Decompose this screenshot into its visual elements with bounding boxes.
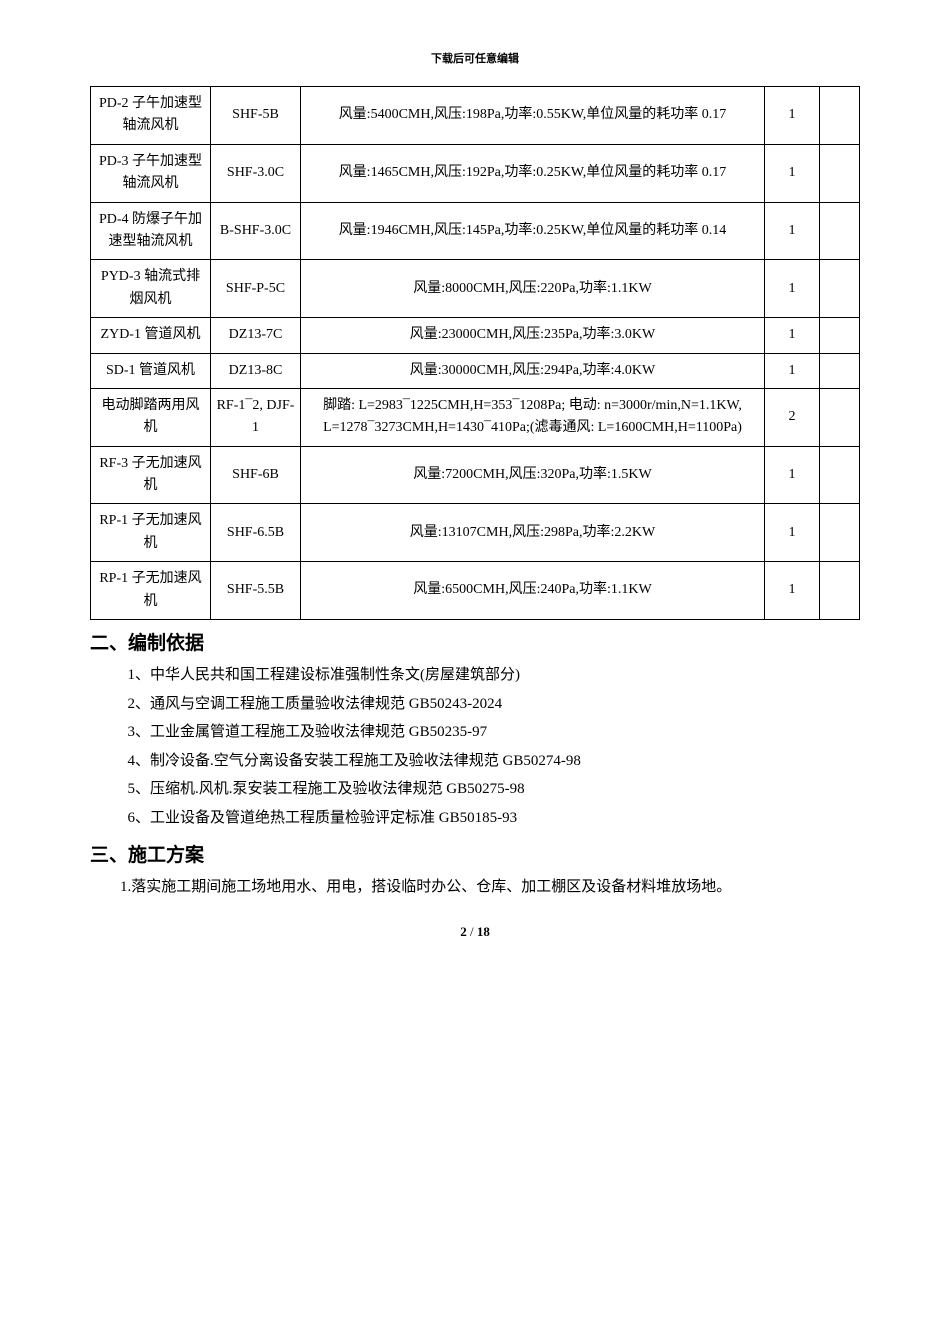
table-cell: SD-1 管道风机: [91, 353, 211, 388]
list-item: 3、工业金属管道工程施工及验收法律规范 GB50235-97: [128, 718, 861, 747]
table-cell: 1: [765, 446, 820, 504]
table-cell: [820, 144, 860, 202]
section-3-paragraph: 1.落实施工期间施工场地用水、用电，搭设临时办公、仓库、加工棚区及设备材料堆放场…: [90, 873, 860, 902]
table-cell: 风量:8000CMH,风压:220Pa,功率:1.1KW: [301, 260, 765, 318]
table-cell: [820, 388, 860, 446]
table-cell: 风量:1946CMH,风压:145Pa,功率:0.25KW,单位风量的耗功率 0…: [301, 202, 765, 260]
table-cell: 风量:1465CMH,风压:192Pa,功率:0.25KW,单位风量的耗功率 0…: [301, 144, 765, 202]
table-cell: RP-1 子无加速风机: [91, 504, 211, 562]
table-cell: ZYD-1 管道风机: [91, 318, 211, 353]
table-cell: 1: [765, 353, 820, 388]
table-row: ZYD-1 管道风机DZ13-7C风量:23000CMH,风压:235Pa,功率…: [91, 318, 860, 353]
list-item: 5、压缩机.风机.泵安装工程施工及验收法律规范 GB50275-98: [128, 775, 861, 804]
table-cell: 1: [765, 562, 820, 620]
table-cell: 2: [765, 388, 820, 446]
table-row: PD-2 子午加速型轴流风机SHF-5B风量:5400CMH,风压:198Pa,…: [91, 87, 860, 145]
table-cell: RF-1¯2, DJF-1: [211, 388, 301, 446]
page-total: 18: [477, 924, 490, 939]
table-cell: RP-1 子无加速风机: [91, 562, 211, 620]
equipment-table: PD-2 子午加速型轴流风机SHF-5B风量:5400CMH,风压:198Pa,…: [90, 86, 860, 620]
list-item: 2、通风与空调工程施工质量验收法律规范 GB50243-2024: [128, 690, 861, 719]
table-cell: PD-3 子午加速型轴流风机: [91, 144, 211, 202]
table-cell: RF-3 子无加速风机: [91, 446, 211, 504]
table-cell: [820, 353, 860, 388]
table-cell: 风量:30000CMH,风压:294Pa,功率:4.0KW: [301, 353, 765, 388]
table-cell: [820, 87, 860, 145]
table-row: PYD-3 轴流式排烟风机SHF-P-5C风量:8000CMH,风压:220Pa…: [91, 260, 860, 318]
list-item: 1、中华人民共和国工程建设标准强制性条文(房屋建筑部分): [128, 661, 861, 690]
table-row: RP-1 子无加速风机SHF-5.5B风量:6500CMH,风压:240Pa,功…: [91, 562, 860, 620]
table-row: SD-1 管道风机DZ13-8C风量:30000CMH,风压:294Pa,功率:…: [91, 353, 860, 388]
table-cell: SHF-6.5B: [211, 504, 301, 562]
table-cell: 脚踏: L=2983¯1225CMH,H=353¯1208Pa; 电动: n=3…: [301, 388, 765, 446]
list-item: 6、工业设备及管道绝热工程质量检验评定标准 GB50185-93: [128, 804, 861, 833]
table-cell: [820, 446, 860, 504]
table-cell: PD-4 防爆子午加速型轴流风机: [91, 202, 211, 260]
table-cell: [820, 260, 860, 318]
table-cell: [820, 318, 860, 353]
table-cell: DZ13-7C: [211, 318, 301, 353]
section-3-title: 三、施工方案: [90, 840, 860, 867]
table-cell: SHF-P-5C: [211, 260, 301, 318]
table-cell: [820, 202, 860, 260]
table-row: PD-3 子午加速型轴流风机SHF-3.0C风量:1465CMH,风压:192P…: [91, 144, 860, 202]
table-row: RF-3 子无加速风机SHF-6B风量:7200CMH,风压:320Pa,功率:…: [91, 446, 860, 504]
table-cell: SHF-6B: [211, 446, 301, 504]
section-2-list: 1、中华人民共和国工程建设标准强制性条文(房屋建筑部分)2、通风与空调工程施工质…: [90, 661, 860, 832]
table-row: RP-1 子无加速风机SHF-6.5B风量:13107CMH,风压:298Pa,…: [91, 504, 860, 562]
table-cell: DZ13-8C: [211, 353, 301, 388]
table-cell: 风量:13107CMH,风压:298Pa,功率:2.2KW: [301, 504, 765, 562]
table-cell: 风量:7200CMH,风压:320Pa,功率:1.5KW: [301, 446, 765, 504]
table-cell: SHF-5.5B: [211, 562, 301, 620]
table-cell: 1: [765, 504, 820, 562]
table-cell: 1: [765, 202, 820, 260]
header-note: 下载后可任意编辑: [90, 50, 860, 66]
page-number: 2 / 18: [90, 924, 860, 940]
table-cell: 风量:6500CMH,风压:240Pa,功率:1.1KW: [301, 562, 765, 620]
table-row: PD-4 防爆子午加速型轴流风机B-SHF-3.0C风量:1946CMH,风压:…: [91, 202, 860, 260]
table-cell: 1: [765, 87, 820, 145]
table-cell: PD-2 子午加速型轴流风机: [91, 87, 211, 145]
table-cell: SHF-3.0C: [211, 144, 301, 202]
table-cell: 电动脚踏两用风机: [91, 388, 211, 446]
table-cell: [820, 562, 860, 620]
table-cell: 1: [765, 260, 820, 318]
table-row: 电动脚踏两用风机RF-1¯2, DJF-1脚踏: L=2983¯1225CMH,…: [91, 388, 860, 446]
table-cell: SHF-5B: [211, 87, 301, 145]
table-cell: B-SHF-3.0C: [211, 202, 301, 260]
table-cell: 1: [765, 144, 820, 202]
page-sep: /: [467, 924, 477, 939]
list-item: 4、制冷设备.空气分离设备安装工程施工及验收法律规范 GB50274-98: [128, 747, 861, 776]
table-cell: 风量:5400CMH,风压:198Pa,功率:0.55KW,单位风量的耗功率 0…: [301, 87, 765, 145]
table-cell: 风量:23000CMH,风压:235Pa,功率:3.0KW: [301, 318, 765, 353]
table-cell: [820, 504, 860, 562]
table-cell: 1: [765, 318, 820, 353]
table-cell: PYD-3 轴流式排烟风机: [91, 260, 211, 318]
section-2-title: 二、编制依据: [90, 628, 860, 655]
